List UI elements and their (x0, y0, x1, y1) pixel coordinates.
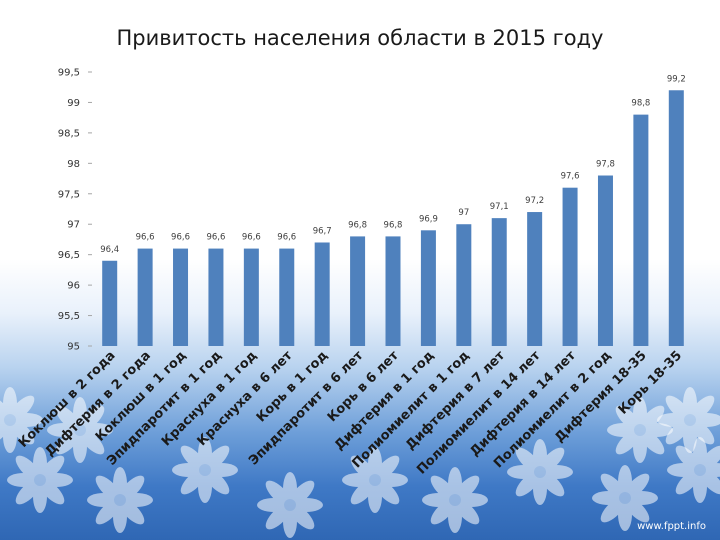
y-tick-label: 98 (67, 159, 80, 170)
data-label: 99,2 (667, 74, 686, 84)
bar (173, 248, 189, 346)
bar (385, 236, 401, 346)
bar (527, 212, 543, 346)
data-label: 96,8 (348, 220, 367, 230)
data-label: 97,6 (561, 172, 580, 182)
y-tick-label: 96,5 (58, 250, 80, 261)
data-label: 98,8 (631, 99, 650, 109)
y-tick-label: 96 (67, 281, 80, 292)
y-tick-label: 97 (67, 220, 80, 231)
bar (243, 248, 259, 346)
bar (668, 90, 684, 347)
data-label: 97,2 (525, 196, 544, 206)
data-label: 96,6 (206, 233, 225, 243)
bar (314, 242, 330, 346)
data-label: 96,6 (242, 233, 261, 243)
data-label: 96,7 (313, 226, 332, 236)
bar (102, 260, 118, 346)
y-tick-label: 99,5 (58, 68, 80, 79)
data-label: 97 (458, 208, 469, 218)
bar (491, 218, 507, 346)
bar (350, 236, 366, 346)
x-tick-label: Корь 18-35 (616, 348, 685, 417)
y-tick-label: 95,5 (58, 311, 80, 322)
chart-title: Привитость населения области в 2015 году (116, 26, 604, 50)
y-axis: 95 95,5 96 96,5 97 97,5 98 98,5 99 99,5 (58, 68, 92, 353)
bar (597, 175, 613, 346)
bar (456, 224, 472, 346)
bar (562, 187, 578, 346)
data-label: 97,1 (490, 202, 509, 212)
bars: 96,4 96,6 96,6 96,6 96,6 96,6 96,7 96,8 96,8 96,9… (100, 74, 686, 347)
watermark: www.fppt.info (637, 521, 706, 532)
bar (137, 248, 153, 346)
data-label: 96,6 (136, 233, 155, 243)
bar (279, 248, 295, 346)
data-label: 97,8 (596, 160, 615, 170)
data-label: 96,6 (277, 233, 296, 243)
bar (633, 114, 649, 346)
y-tick-label: 95 (67, 342, 80, 353)
bar (208, 248, 224, 346)
bar (420, 230, 436, 346)
data-label: 96,6 (171, 233, 190, 243)
y-tick-label: 98,5 (58, 128, 80, 139)
y-tick-label: 97,5 (58, 189, 80, 200)
data-label: 96,8 (384, 220, 403, 230)
data-label: 96,9 (419, 214, 438, 224)
data-label: 96,4 (100, 245, 119, 255)
y-tick-label: 99 (67, 98, 80, 109)
